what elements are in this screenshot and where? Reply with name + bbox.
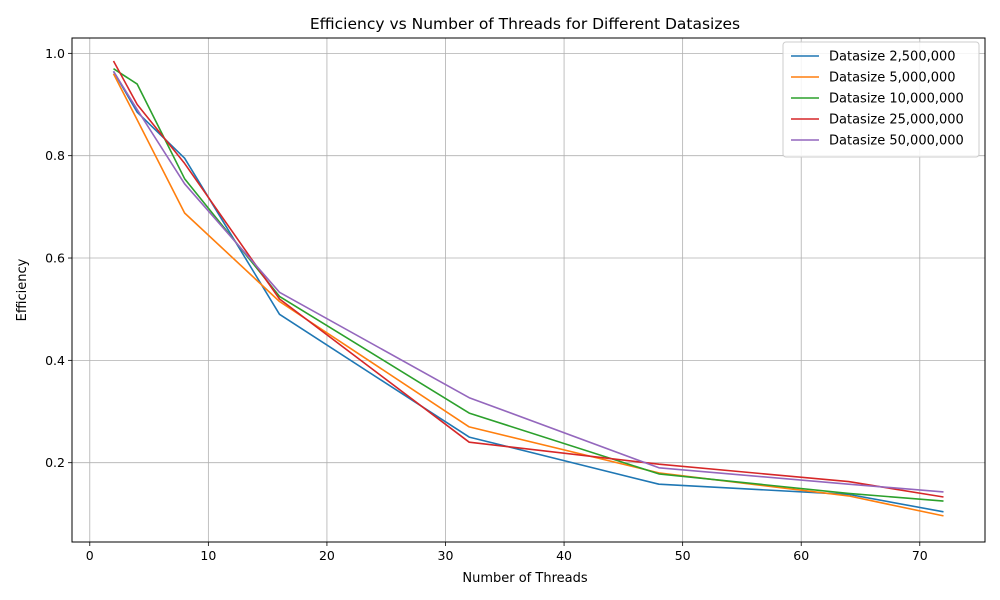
legend-box [782,41,980,158]
x-tick-label: 10 [200,548,216,563]
y-tick-label: 0.6 [45,251,65,266]
x-axis-title: Number of Threads [462,571,587,586]
series-line-3 [113,68,944,502]
axis-ticks: 0 10 20 30 40 50 60 70 0.2 0.4 0.6 0.8 1.0 [45,46,928,563]
x-tick-label: 70 [912,548,928,563]
y-tick-label: 0.8 [45,148,65,163]
x-tick-label: 30 [438,548,454,563]
x-tick-label: 50 [675,548,691,563]
series-line-4 [112,60,944,498]
series-line-2 [112,73,944,517]
series-line-5 [112,70,944,493]
legend-label: Datasize 50,000,000 [829,134,964,149]
chart-title: Efficiency vs Number of Threads for Diff… [310,15,740,33]
x-tick-label: 0 [86,548,94,563]
y-tick-label: 0.4 [45,353,65,368]
plot-area-frame [71,37,986,543]
legend-label: Datasize 10,000,000 [829,92,964,107]
y-axis-title: Efficiency [15,258,30,321]
y-tick-label: 0.2 [45,455,65,470]
x-tick-label: 40 [556,548,572,563]
legend-label: Datasize 2,500,000 [829,50,956,65]
x-tick-label: 60 [793,548,809,563]
legend-label: Datasize 25,000,000 [829,113,964,128]
legend: Datasize 2,500,000 Datasize 5,000,000 Data… [782,41,980,158]
x-tick-label: 20 [319,548,335,563]
series-lines [112,60,944,517]
legend-label: Datasize 5,000,000 [829,71,956,86]
y-tick-label: 1.0 [45,46,65,61]
